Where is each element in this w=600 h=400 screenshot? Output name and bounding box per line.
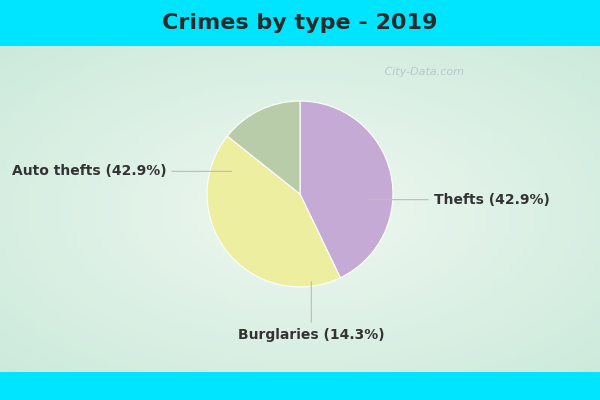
- Text: Crimes by type - 2019: Crimes by type - 2019: [163, 13, 437, 33]
- Wedge shape: [227, 101, 300, 194]
- Wedge shape: [300, 101, 393, 278]
- Text: Thefts (42.9%): Thefts (42.9%): [368, 193, 550, 207]
- Text: Auto thefts (42.9%): Auto thefts (42.9%): [11, 164, 232, 178]
- Wedge shape: [207, 136, 340, 287]
- Text: Burglaries (14.3%): Burglaries (14.3%): [238, 282, 385, 342]
- Text: City-Data.com: City-Data.com: [382, 67, 464, 77]
